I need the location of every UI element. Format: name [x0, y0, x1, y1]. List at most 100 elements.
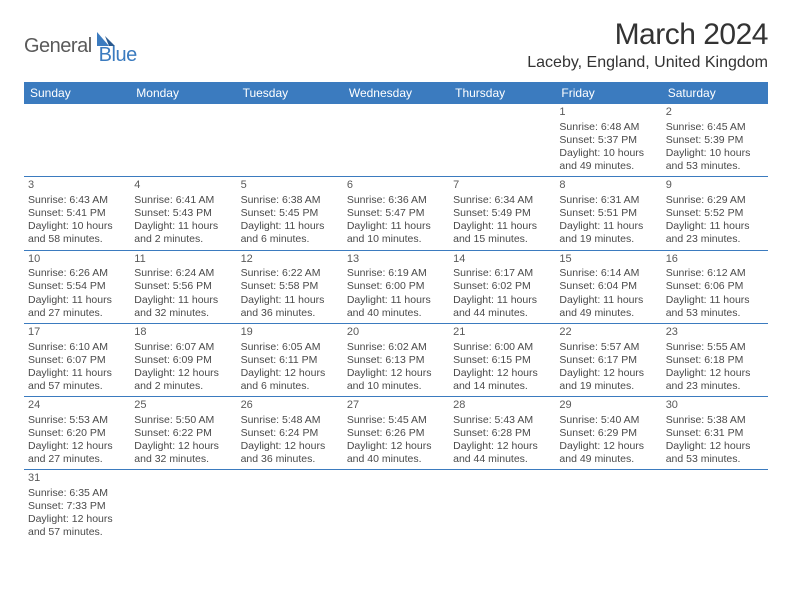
- sunset-text: Sunset: 6:20 PM: [28, 427, 126, 440]
- daylight-text: and 6 minutes.: [241, 380, 339, 393]
- daylight-text: Daylight: 11 hours: [453, 294, 551, 307]
- day-number: 22: [559, 326, 657, 340]
- day-number: 19: [241, 326, 339, 340]
- sunrise-text: Sunrise: 6:29 AM: [666, 194, 764, 207]
- sunset-text: Sunset: 5:45 PM: [241, 207, 339, 220]
- daylight-text: and 44 minutes.: [453, 453, 551, 466]
- daylight-text: and 27 minutes.: [28, 453, 126, 466]
- sunset-text: Sunset: 5:47 PM: [347, 207, 445, 220]
- day-number: 6: [347, 179, 445, 193]
- sunrise-text: Sunrise: 5:40 AM: [559, 414, 657, 427]
- sunrise-text: Sunrise: 6:38 AM: [241, 194, 339, 207]
- calendar: SundayMondayTuesdayWednesdayThursdayFrid…: [24, 82, 768, 543]
- daylight-text: and 32 minutes.: [134, 307, 232, 320]
- empty-cell: [130, 104, 236, 176]
- sunrise-text: Sunrise: 5:53 AM: [28, 414, 126, 427]
- day-cell: 4Sunrise: 6:41 AMSunset: 5:43 PMDaylight…: [130, 177, 236, 249]
- sunset-text: Sunset: 6:13 PM: [347, 354, 445, 367]
- sunset-text: Sunset: 6:11 PM: [241, 354, 339, 367]
- daylight-text: Daylight: 12 hours: [347, 367, 445, 380]
- day-cell: 20Sunrise: 6:02 AMSunset: 6:13 PMDayligh…: [343, 324, 449, 396]
- daylight-text: Daylight: 12 hours: [241, 440, 339, 453]
- sunset-text: Sunset: 6:26 PM: [347, 427, 445, 440]
- day-number: 8: [559, 179, 657, 193]
- month-title: March 2024: [527, 18, 768, 52]
- day-cell: 1Sunrise: 6:48 AMSunset: 5:37 PMDaylight…: [555, 104, 661, 176]
- sunrise-text: Sunrise: 6:24 AM: [134, 267, 232, 280]
- sunset-text: Sunset: 5:58 PM: [241, 280, 339, 293]
- daylight-text: Daylight: 10 hours: [666, 147, 764, 160]
- day-cell: 5Sunrise: 6:38 AMSunset: 5:45 PMDaylight…: [237, 177, 343, 249]
- page-header: General Blue March 2024 Laceby, England,…: [24, 18, 768, 72]
- sunrise-text: Sunrise: 5:45 AM: [347, 414, 445, 427]
- day-cell: 7Sunrise: 6:34 AMSunset: 5:49 PMDaylight…: [449, 177, 555, 249]
- logo-text-blue: Blue: [99, 44, 137, 67]
- sunrise-text: Sunrise: 5:55 AM: [666, 341, 764, 354]
- day-cell: 25Sunrise: 5:50 AMSunset: 6:22 PMDayligh…: [130, 397, 236, 469]
- location: Laceby, England, United Kingdom: [527, 54, 768, 72]
- daylight-text: Daylight: 12 hours: [559, 367, 657, 380]
- empty-cell: [343, 470, 449, 542]
- sunrise-text: Sunrise: 6:00 AM: [453, 341, 551, 354]
- day-number: 17: [28, 326, 126, 340]
- day-header: Sunday: [24, 82, 130, 104]
- daylight-text: Daylight: 11 hours: [666, 220, 764, 233]
- day-cell: 2Sunrise: 6:45 AMSunset: 5:39 PMDaylight…: [662, 104, 768, 176]
- day-cell: 23Sunrise: 5:55 AMSunset: 6:18 PMDayligh…: [662, 324, 768, 396]
- logo-text-general: General: [24, 35, 92, 58]
- day-number: 31: [28, 472, 126, 486]
- daylight-text: and 27 minutes.: [28, 307, 126, 320]
- day-number: 26: [241, 399, 339, 413]
- sunset-text: Sunset: 6:24 PM: [241, 427, 339, 440]
- day-number: 21: [453, 326, 551, 340]
- sunset-text: Sunset: 6:06 PM: [666, 280, 764, 293]
- sunrise-text: Sunrise: 6:22 AM: [241, 267, 339, 280]
- day-cell: 24Sunrise: 5:53 AMSunset: 6:20 PMDayligh…: [24, 397, 130, 469]
- sunrise-text: Sunrise: 5:57 AM: [559, 341, 657, 354]
- daylight-text: Daylight: 12 hours: [241, 367, 339, 380]
- logo: General Blue: [24, 26, 137, 67]
- daylight-text: Daylight: 12 hours: [28, 440, 126, 453]
- day-number: 14: [453, 253, 551, 267]
- daylight-text: Daylight: 12 hours: [453, 440, 551, 453]
- daylight-text: Daylight: 12 hours: [559, 440, 657, 453]
- sunrise-text: Sunrise: 6:14 AM: [559, 267, 657, 280]
- daylight-text: Daylight: 10 hours: [28, 220, 126, 233]
- day-number: 23: [666, 326, 764, 340]
- day-headers-row: SundayMondayTuesdayWednesdayThursdayFrid…: [24, 82, 768, 104]
- daylight-text: Daylight: 12 hours: [28, 513, 126, 526]
- daylight-text: and 44 minutes.: [453, 307, 551, 320]
- daylight-text: Daylight: 12 hours: [666, 440, 764, 453]
- week-row: 24Sunrise: 5:53 AMSunset: 6:20 PMDayligh…: [24, 397, 768, 470]
- sunrise-text: Sunrise: 6:35 AM: [28, 487, 126, 500]
- day-header: Saturday: [662, 82, 768, 104]
- sunset-text: Sunset: 6:07 PM: [28, 354, 126, 367]
- day-number: 13: [347, 253, 445, 267]
- sunset-text: Sunset: 5:56 PM: [134, 280, 232, 293]
- day-header: Tuesday: [237, 82, 343, 104]
- daylight-text: and 53 minutes.: [666, 453, 764, 466]
- daylight-text: and 2 minutes.: [134, 380, 232, 393]
- day-number: 7: [453, 179, 551, 193]
- daylight-text: Daylight: 11 hours: [453, 220, 551, 233]
- week-row: 1Sunrise: 6:48 AMSunset: 5:37 PMDaylight…: [24, 104, 768, 177]
- sunset-text: Sunset: 6:00 PM: [347, 280, 445, 293]
- sunrise-text: Sunrise: 6:07 AM: [134, 341, 232, 354]
- sunrise-text: Sunrise: 6:12 AM: [666, 267, 764, 280]
- sunrise-text: Sunrise: 6:45 AM: [666, 121, 764, 134]
- sunset-text: Sunset: 5:51 PM: [559, 207, 657, 220]
- sunset-text: Sunset: 5:37 PM: [559, 134, 657, 147]
- sunset-text: Sunset: 5:49 PM: [453, 207, 551, 220]
- day-header: Monday: [130, 82, 236, 104]
- day-cell: 15Sunrise: 6:14 AMSunset: 6:04 PMDayligh…: [555, 251, 661, 323]
- daylight-text: Daylight: 12 hours: [453, 367, 551, 380]
- day-number: 5: [241, 179, 339, 193]
- day-cell: 9Sunrise: 6:29 AMSunset: 5:52 PMDaylight…: [662, 177, 768, 249]
- sunrise-text: Sunrise: 6:36 AM: [347, 194, 445, 207]
- sunrise-text: Sunrise: 6:43 AM: [28, 194, 126, 207]
- day-cell: 21Sunrise: 6:00 AMSunset: 6:15 PMDayligh…: [449, 324, 555, 396]
- daylight-text: Daylight: 11 hours: [347, 294, 445, 307]
- day-number: 25: [134, 399, 232, 413]
- empty-cell: [449, 104, 555, 176]
- sunset-text: Sunset: 6:29 PM: [559, 427, 657, 440]
